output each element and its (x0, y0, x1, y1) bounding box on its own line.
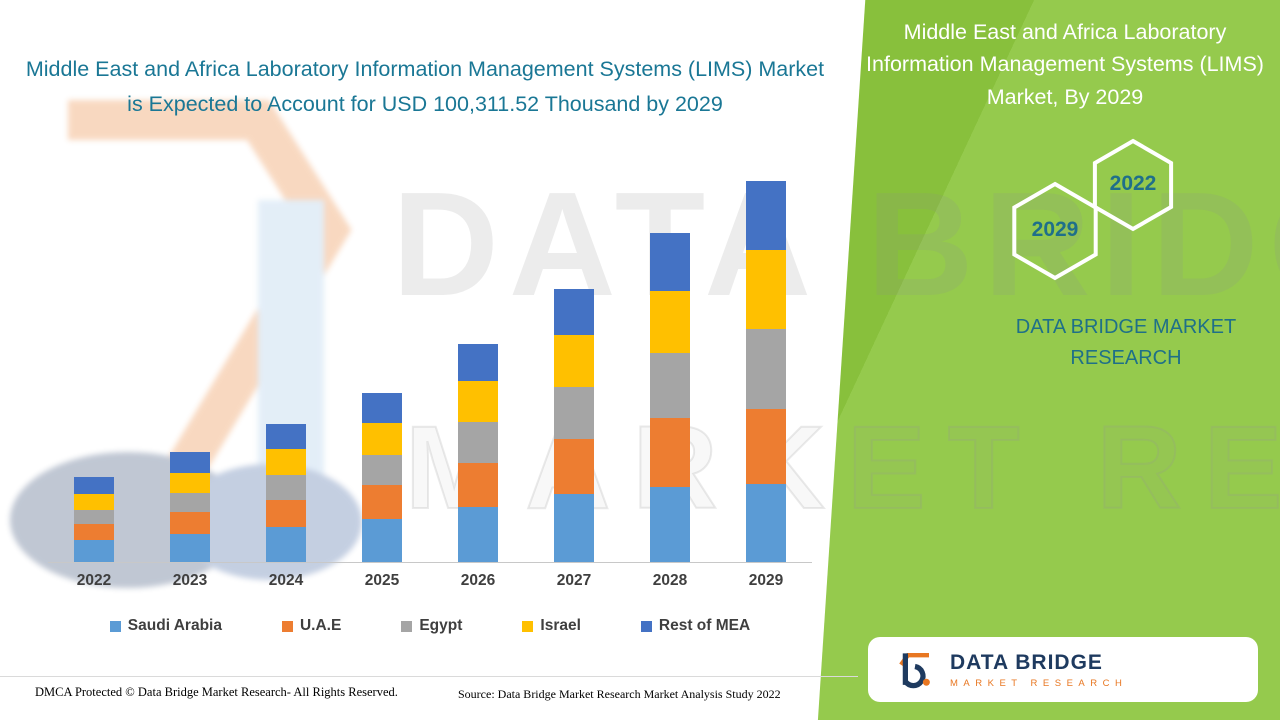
panel-title: Middle East and Africa Laboratory Inform… (866, 20, 1264, 109)
bar-segment-egypt-2029 (746, 328, 786, 409)
bar-segment-israel-2022 (74, 493, 114, 510)
bar-segment-israel-2029 (746, 250, 786, 329)
hexagon-2029 (1012, 181, 1098, 281)
brand-wordmark: DATA BRIDGE MARKET RESEARCH (1015, 316, 1237, 369)
bar-column-2023 (170, 451, 210, 562)
legend-swatch-israel (522, 620, 534, 632)
bar-segment-u-a-e-2028 (650, 418, 690, 487)
bar-segment-egypt-2024 (266, 475, 306, 501)
chart-title: Middle East and Africa Laboratory Inform… (25, 57, 825, 117)
bar-segment-rest-of-mea-2024 (266, 423, 306, 449)
bar-segment-saudi-arabia-2026 (458, 506, 498, 562)
bar-segment-u-a-e-2025 (362, 484, 402, 519)
bar-segment-israel-2026 (458, 380, 498, 422)
bar-segment-saudi-arabia-2027 (554, 493, 594, 562)
bar-segment-israel-2024 (266, 448, 306, 476)
bar-segment-egypt-2026 (458, 421, 498, 463)
bar-column-2028 (650, 232, 690, 562)
legend-item-saudi-arabia: Saudi Arabia (109, 617, 222, 635)
hexagon-year-2029: 2029 (1031, 218, 1079, 241)
legend-label-saudi-arabia: Saudi Arabia (127, 617, 222, 634)
bar-segment-saudi-arabia-2025 (362, 518, 402, 562)
bar-segment-israel-2025 (362, 423, 402, 455)
bar-segment-rest-of-mea-2027 (554, 289, 594, 335)
bar-segment-egypt-2023 (170, 492, 210, 512)
bar-segment-egypt-2027 (554, 386, 594, 439)
x-tick-2025: 2025 (364, 572, 400, 589)
dmca-notice: DMCA Protected © Data Bridge Market Rese… (35, 685, 398, 699)
bar-segment-rest-of-mea-2023 (170, 451, 210, 473)
logo-name: DATA BRIDGE (950, 650, 1103, 674)
bar-segment-u-a-e-2027 (554, 438, 594, 494)
bar-segment-rest-of-mea-2028 (650, 232, 690, 291)
bar-segment-egypt-2028 (650, 353, 690, 419)
bar-segment-saudi-arabia-2023 (170, 533, 210, 562)
bar-segment-rest-of-mea-2025 (362, 393, 402, 424)
footer-divider (0, 676, 858, 677)
bar-segment-saudi-arabia-2028 (650, 486, 690, 562)
databridge-logo-card: DATA BRIDGE MARKET RESEARCH (868, 637, 1258, 702)
bar-segment-egypt-2025 (362, 454, 402, 485)
watermark-text-line1: DATA BRIDGE (392, 162, 1280, 327)
x-tick-2023: 2023 (172, 572, 208, 589)
logo-tagline: MARKET RESEARCH (950, 677, 1128, 689)
legend-label-rest-of-mea: Rest of MEA (658, 617, 751, 634)
databridge-logo-icon (899, 652, 930, 688)
bar-column-2029 (746, 181, 786, 562)
legend-swatch-egypt (401, 620, 413, 632)
stacked-bar-chart: 2022 2023 2024 2025 2026 2027 2028 2029 (48, 181, 812, 590)
x-axis-labels: 2022 2023 2024 2025 2026 2027 2028 2029 (48, 572, 812, 590)
bar-column-2024 (266, 423, 306, 562)
bar-segment-u-a-e-2024 (266, 500, 306, 528)
bar-segment-u-a-e-2029 (746, 408, 786, 484)
logo-text-block: DATA BRIDGE MARKET RESEARCH (950, 651, 1127, 689)
bar-column-2027 (554, 289, 594, 562)
legend-label-u-a-e: U.A.E (299, 617, 342, 634)
bar-segment-u-a-e-2026 (458, 462, 498, 507)
hexagon-2022 (1092, 138, 1174, 232)
bar-column-2026 (458, 343, 498, 562)
x-tick-2024: 2024 (268, 572, 304, 589)
x-tick-2027: 2027 (556, 572, 592, 589)
legend: Saudi Arabia U.A.E Egypt Israel Rest of MEA (30, 617, 830, 635)
bar-segment-saudi-arabia-2024 (266, 527, 306, 562)
x-tick-2022: 2022 (76, 572, 112, 589)
bar-segment-egypt-2022 (74, 509, 114, 524)
legend-swatch-rest-of-mea (640, 620, 652, 632)
x-tick-2026: 2026 (460, 572, 496, 589)
x-tick-2028: 2028 (652, 572, 688, 589)
bar-segment-rest-of-mea-2022 (74, 476, 114, 494)
bar-segment-rest-of-mea-2029 (746, 181, 786, 251)
watermark-text-line2: MARKET RESEARCH (404, 401, 1280, 535)
legend-swatch-saudi-arabia (109, 620, 121, 632)
bar-segment-israel-2028 (650, 290, 690, 354)
legend-item-u-a-e: U.A.E (281, 617, 342, 635)
bar-segment-saudi-arabia-2029 (746, 483, 786, 562)
hexagon-year-2022: 2022 (1109, 172, 1157, 195)
legend-item-egypt: Egypt (401, 617, 462, 635)
legend-item-rest-of-mea: Rest of MEA (640, 617, 751, 635)
x-tick-2029: 2029 (748, 572, 784, 589)
bar-column-2022 (74, 476, 114, 562)
bar-segment-u-a-e-2023 (170, 511, 210, 534)
bar-segment-saudi-arabia-2022 (74, 540, 114, 562)
legend-label-egypt: Egypt (419, 617, 463, 634)
source-note: Source: Data Bridge Market Research Mark… (458, 687, 781, 701)
legend-item-israel: Israel (522, 617, 581, 635)
year-hexagons-graphic (1012, 138, 1174, 281)
bar-segment-u-a-e-2022 (74, 524, 114, 540)
bar-column-2025 (362, 393, 402, 562)
legend-label-israel: Israel (540, 617, 581, 634)
legend-swatch-u-a-e (281, 620, 293, 632)
bar-segment-israel-2023 (170, 472, 210, 493)
bar-segment-rest-of-mea-2026 (458, 343, 498, 381)
plot-area (48, 181, 812, 563)
bar-segment-israel-2027 (554, 334, 594, 387)
